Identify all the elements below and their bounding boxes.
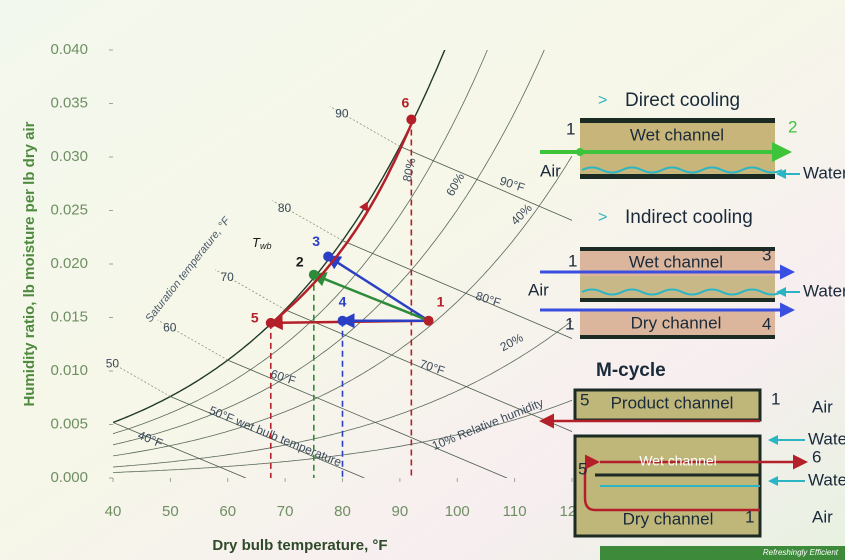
x-tick-label: 80 (334, 503, 351, 520)
y-tick-label: 0.005 (50, 415, 88, 432)
state-label: 2 (296, 253, 304, 269)
x-tick-label: 50 (162, 503, 179, 520)
product-inlet-label: 1 (771, 389, 780, 408)
plate (580, 118, 775, 123)
x-tick-label: 70 (277, 503, 294, 520)
x-tick-label: 90 (392, 503, 409, 520)
dry-outlet-label: 4 (762, 314, 771, 333)
bullet: > (598, 92, 607, 109)
saturation-temp-label: 50 (106, 357, 120, 371)
x-tick-label: 60 (219, 503, 236, 520)
outlet-label: 2 (788, 117, 797, 136)
product-outlet-label: 5 (580, 390, 589, 409)
turn-label: 5 (578, 459, 587, 478)
air-label: Air (812, 507, 833, 526)
water-label: Water (803, 281, 845, 300)
air-label: Air (528, 280, 549, 299)
y-tick-label: 0.015 (50, 308, 88, 325)
y-tick-label: 0.035 (50, 94, 88, 111)
state-point (323, 252, 333, 262)
plate (580, 247, 775, 251)
twb-subscript: wb (260, 241, 272, 251)
saturation-temp-label: 70 (220, 270, 234, 284)
plate (580, 335, 775, 339)
air-label: Air (540, 161, 561, 180)
y-tick-label: 0.030 (50, 148, 88, 165)
state-point (338, 316, 348, 326)
state-point (309, 270, 319, 280)
saturation-temp-label: 80 (278, 201, 292, 215)
node (771, 148, 779, 156)
wet-channel-label: Wet channel (629, 252, 723, 271)
x-tick-label: 40 (105, 503, 122, 520)
page: {"chart_data": { "type": "psychrometric"… (0, 0, 845, 560)
state-label: 4 (339, 293, 347, 309)
x-tick-label: 110 (503, 503, 527, 520)
channel-label: Wet channel (630, 125, 724, 144)
y-tick-label: 0.025 (50, 201, 88, 218)
slide: Dry bulb temperature, °F Humidity ratio,… (0, 0, 845, 560)
y-axis-label: Humidity ratio, lb moisture per lb dry a… (21, 121, 38, 406)
state-point (424, 316, 434, 326)
state-point (406, 115, 416, 125)
water-label: Water (803, 163, 845, 182)
water-label: Wate (808, 470, 845, 489)
separator (580, 276, 775, 300)
footer: Refreshingly Efficient (763, 548, 839, 557)
bullet: > (598, 209, 607, 226)
y-tick-label: 0.000 (50, 469, 88, 486)
plate (580, 298, 775, 302)
water-label: Wate (808, 429, 845, 448)
product-channel-label: Product channel (611, 393, 734, 412)
state-label: 1 (437, 293, 445, 309)
wet-channel-label: Wet channel (639, 453, 717, 469)
x-axis-label: Dry bulb temperature, °F (212, 537, 387, 554)
wet-outlet-label: 3 (762, 245, 771, 264)
saturation-temp-label: 60 (163, 320, 177, 334)
saturation-temp-label: 90 (335, 107, 349, 121)
state-label: 3 (312, 233, 320, 249)
wet-outlet-label: 6 (812, 447, 821, 466)
indirect-title: Indirect cooling (625, 207, 753, 228)
inlet-label: 1 (566, 119, 575, 138)
node (576, 148, 584, 156)
y-tick-label: 0.020 (50, 255, 88, 272)
state-point (266, 318, 276, 328)
air-label: Air (812, 397, 833, 416)
state-label: 6 (401, 94, 409, 110)
dry-inlet-label: 1 (745, 507, 754, 526)
y-tick-label: 0.010 (50, 362, 88, 379)
dry-channel-label: Dry channel (631, 313, 722, 332)
inlet-label: 1 (568, 251, 577, 270)
plate (580, 174, 775, 179)
y-tick-label: 0.040 (50, 41, 88, 58)
mcycle-title: M-cycle (596, 360, 666, 381)
x-tick-label: 100 (445, 503, 470, 520)
dry-inlet-label: 1 (565, 314, 574, 333)
direct-title: Direct cooling (625, 90, 740, 111)
dry-channel-label: Dry channel (623, 509, 714, 528)
state-label: 5 (251, 310, 259, 326)
